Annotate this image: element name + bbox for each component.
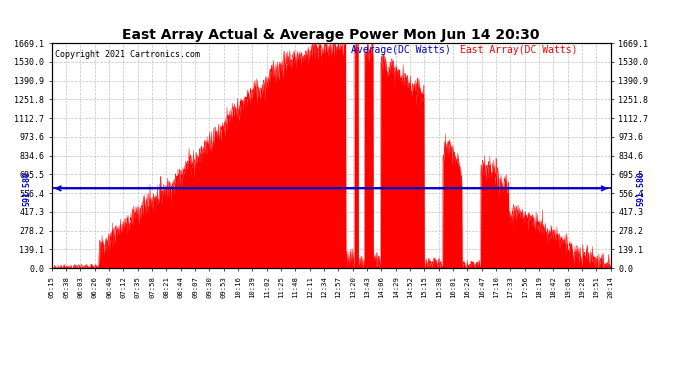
Text: East Array(DC Watts): East Array(DC Watts) <box>460 45 578 56</box>
Text: 591.580: 591.580 <box>22 171 31 206</box>
Text: Copyright 2021 Cartronics.com: Copyright 2021 Cartronics.com <box>55 50 199 59</box>
Text: Average(DC Watts): Average(DC Watts) <box>351 45 451 56</box>
Text: 591.580: 591.580 <box>637 171 646 206</box>
Title: East Array Actual & Average Power Mon Jun 14 20:30: East Array Actual & Average Power Mon Ju… <box>122 28 540 42</box>
